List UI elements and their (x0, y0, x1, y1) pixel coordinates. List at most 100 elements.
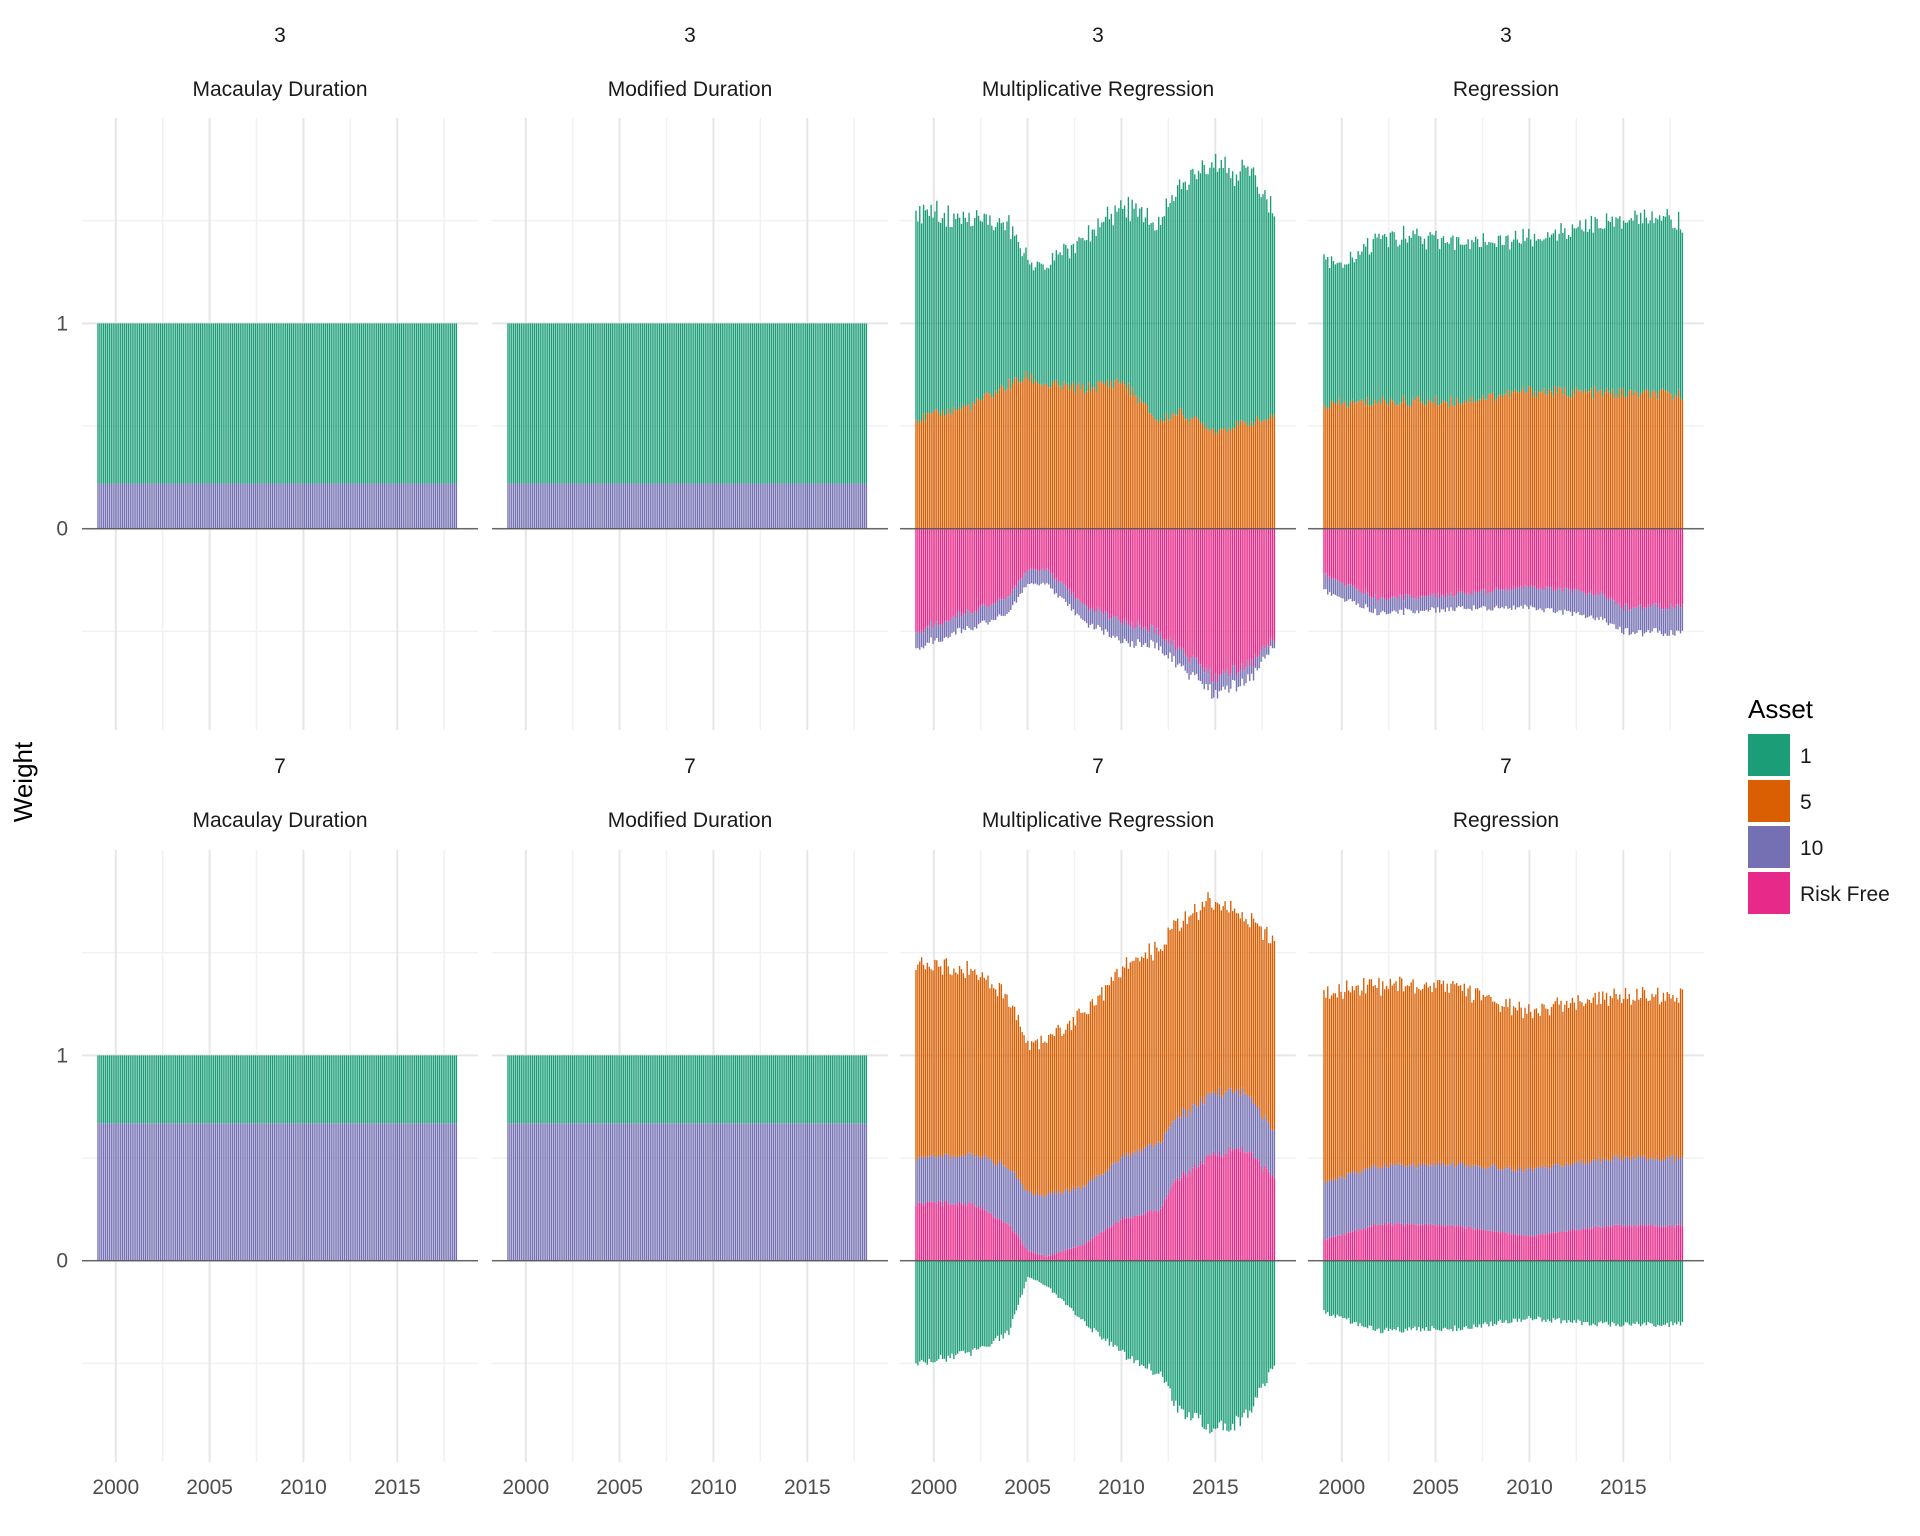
bar-segment-rf (1082, 1244, 1084, 1261)
bar-segment-rf (972, 1202, 974, 1261)
bar-segment-1 (1437, 238, 1439, 406)
bar-segment-10 (808, 1123, 811, 1261)
bar-segment-rf (1658, 528, 1661, 604)
bar-segment-rf (1495, 528, 1498, 588)
bar-segment-5 (1192, 418, 1194, 529)
bar-segment-rf (1184, 1173, 1186, 1261)
bar-segment-1 (146, 1055, 148, 1124)
bar-segment-rf (1571, 528, 1574, 594)
bar-segment-10 (1093, 612, 1095, 630)
strip-label-bottom: Regression (1453, 78, 1559, 101)
bar-segment-10 (930, 1156, 932, 1202)
bar-segment-1 (442, 323, 444, 484)
bar-segment-rf (1638, 1225, 1640, 1261)
bar-segment-1 (979, 1260, 982, 1348)
bar-segment-10 (315, 483, 317, 529)
bar-segment-1 (991, 225, 993, 398)
bar-segment-5 (922, 413, 925, 529)
bar-segment-rf (1093, 1237, 1095, 1261)
bar-segment-10 (1144, 626, 1147, 644)
bar-segment-10 (530, 1123, 532, 1261)
bar-segment-10 (123, 483, 126, 529)
bar-segment-1 (744, 1055, 746, 1124)
bar-segment-1 (233, 323, 236, 484)
bar-segment-rf (1239, 528, 1241, 671)
bar-segment-10 (252, 483, 255, 529)
bar-segment-1 (142, 323, 145, 484)
bar-segment-rf (1600, 528, 1602, 592)
bar-segment-5 (1074, 393, 1076, 529)
bar-segment-10 (1406, 1166, 1409, 1224)
bar-segment-10 (106, 483, 109, 529)
bar-segment-5 (1609, 394, 1612, 529)
bar-segment-1 (1241, 159, 1243, 421)
bar-segment-10 (317, 1123, 319, 1261)
bar-segment-rf (943, 528, 946, 622)
bar-segment-10 (1171, 1121, 1173, 1187)
bar-segment-10 (269, 483, 272, 529)
bar-segment-1 (1420, 236, 1422, 403)
bar-segment-1 (924, 1260, 927, 1363)
bar-segment-10 (573, 483, 576, 529)
bar-segment-10 (938, 624, 940, 642)
bar-segment-1 (915, 1260, 917, 1364)
bar-segment-5 (1674, 1001, 1676, 1163)
bar-segment-rf (1357, 528, 1359, 589)
bar-segment-rf (917, 1202, 919, 1261)
bar-stack-group (915, 892, 1276, 1434)
bar-segment-10 (1533, 586, 1536, 608)
bar-segment-1 (1048, 1260, 1050, 1288)
bar-segment-1 (787, 1055, 790, 1124)
bar-segment-1 (243, 1055, 245, 1124)
bar-segment-10 (939, 624, 942, 642)
bar-segment-1 (628, 1055, 631, 1124)
bar-segment-10 (1036, 570, 1039, 585)
bar-segment-5 (1666, 390, 1668, 529)
y-tick-label: 1 (56, 312, 68, 335)
bar-segment-10 (996, 1165, 999, 1220)
bar-segment-1 (283, 1055, 285, 1124)
bar-segment-5 (932, 412, 934, 529)
bar-segment-10 (983, 604, 985, 621)
bar-segment-1 (556, 323, 558, 484)
bar-segment-10 (657, 1123, 659, 1261)
bar-segment-10 (812, 483, 814, 529)
bar-segment-1 (1125, 1260, 1128, 1360)
bar-segment-1 (1526, 1260, 1528, 1319)
bar-segment-rf (1408, 1224, 1410, 1261)
bar-segment-10 (825, 1123, 828, 1261)
bar-segment-10 (727, 483, 729, 529)
bar-segment-1 (732, 323, 735, 484)
bar-segment-rf (1004, 1222, 1006, 1261)
bar-segment-rf (1547, 1232, 1549, 1261)
bar-segment-5 (1410, 406, 1412, 529)
bar-segment-rf (1254, 528, 1257, 655)
bar-segment-10 (827, 1123, 830, 1261)
bar-segment-1 (943, 212, 946, 417)
bar-segment-1 (1552, 233, 1555, 397)
bar-segment-10 (1336, 1180, 1338, 1236)
bar-segment-5 (1325, 408, 1327, 529)
bar-segment-rf (1598, 1226, 1600, 1261)
bar-segment-1 (1512, 1260, 1515, 1319)
bar-segment-5 (1258, 926, 1260, 1107)
bar-segment-1 (746, 1055, 748, 1124)
bar-segment-rf (1541, 1233, 1543, 1261)
bar-segment-10 (330, 1123, 332, 1261)
bar-segment-5 (1264, 929, 1266, 1116)
bar-segment-1 (387, 323, 389, 484)
bar-segment-rf (962, 1205, 965, 1261)
bar-segment-1 (296, 323, 298, 484)
bar-segment-1 (518, 1055, 521, 1124)
bar-segment-10 (581, 483, 583, 529)
bar-segment-10 (1399, 594, 1401, 610)
bar-segment-1 (1547, 232, 1549, 395)
bar-segment-5 (1230, 430, 1232, 529)
bar-segment-rf (1112, 528, 1114, 616)
bar-segment-10 (1351, 586, 1354, 602)
bar-segment-10 (955, 618, 957, 635)
x-tick-label: 2000 (502, 1476, 549, 1499)
bar-segment-10 (341, 1123, 344, 1261)
bar-segment-rf (1454, 1226, 1456, 1261)
strip-label-bottom: Regression (1453, 809, 1559, 832)
